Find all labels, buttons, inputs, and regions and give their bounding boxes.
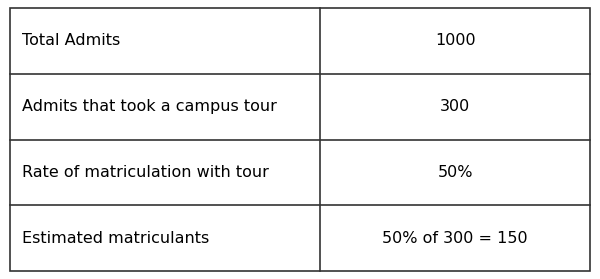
Text: 300: 300 bbox=[440, 99, 470, 114]
Text: Total Admits: Total Admits bbox=[22, 33, 120, 48]
Text: Rate of matriculation with tour: Rate of matriculation with tour bbox=[22, 165, 269, 180]
Text: Admits that took a campus tour: Admits that took a campus tour bbox=[22, 99, 277, 114]
Text: 50%: 50% bbox=[437, 165, 473, 180]
Text: Estimated matriculants: Estimated matriculants bbox=[22, 231, 209, 246]
Text: 50% of 300 = 150: 50% of 300 = 150 bbox=[382, 231, 528, 246]
Text: 1000: 1000 bbox=[435, 33, 475, 48]
